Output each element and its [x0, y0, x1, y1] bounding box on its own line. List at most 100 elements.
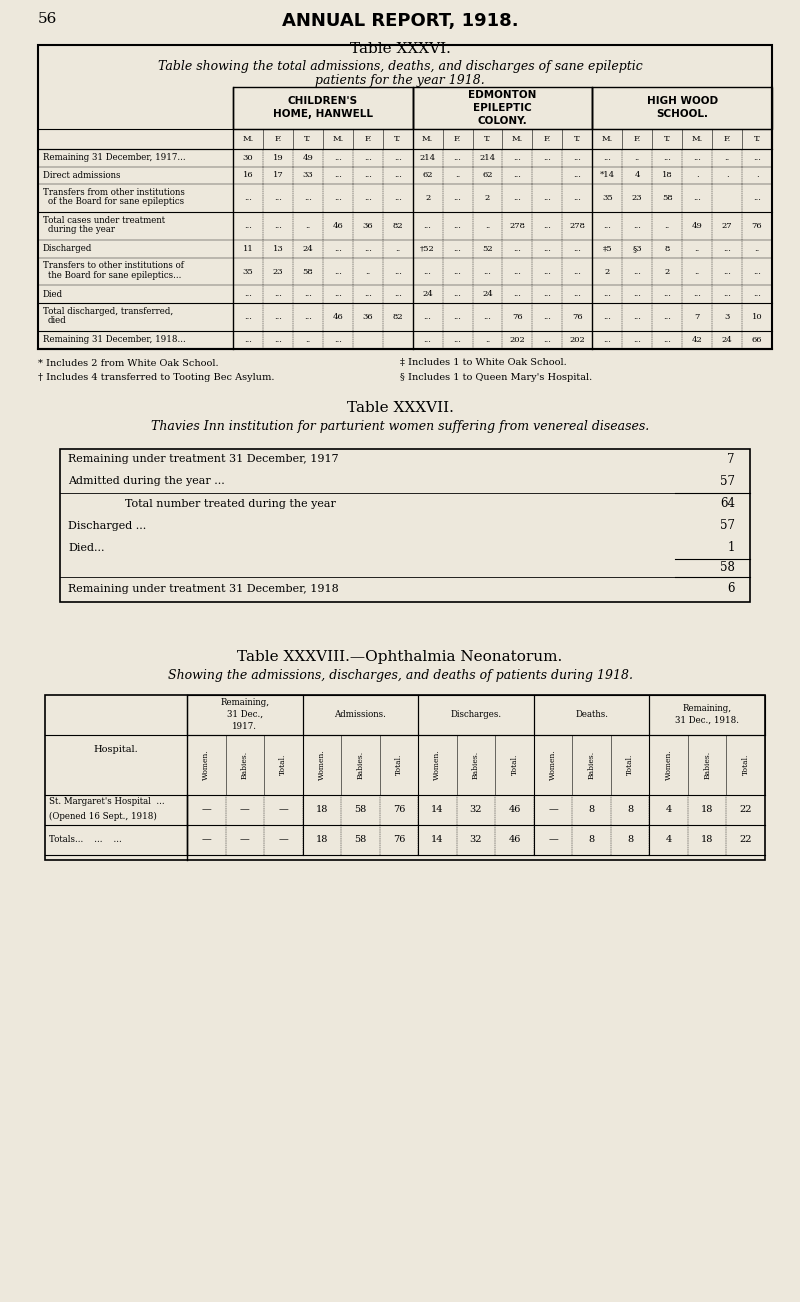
- Text: Total cases under treatment: Total cases under treatment: [43, 216, 165, 225]
- Text: Table XXXVI.: Table XXXVI.: [350, 42, 450, 56]
- Text: ...: ...: [334, 267, 342, 276]
- Text: 8: 8: [665, 245, 670, 253]
- Text: 76: 76: [512, 312, 522, 322]
- Text: ...: ...: [543, 290, 551, 298]
- Text: 18: 18: [316, 805, 328, 814]
- Text: ...: ...: [394, 267, 402, 276]
- Text: ...: ...: [424, 336, 431, 344]
- Text: ..: ..: [365, 267, 370, 276]
- Text: ...: ...: [424, 223, 431, 230]
- Text: 8: 8: [589, 835, 594, 844]
- Text: ...: ...: [454, 223, 462, 230]
- Text: 33: 33: [302, 172, 314, 180]
- Text: ...: ...: [634, 223, 641, 230]
- Text: ...: ...: [514, 154, 522, 161]
- Text: M.: M.: [512, 135, 523, 143]
- Text: died: died: [48, 316, 66, 326]
- Text: ...: ...: [244, 336, 252, 344]
- Text: Babies.: Babies.: [703, 750, 711, 779]
- Text: during the year: during the year: [48, 225, 115, 234]
- Text: ...: ...: [364, 290, 372, 298]
- Text: Direct admissions: Direct admissions: [43, 171, 121, 180]
- Text: M.: M.: [242, 135, 254, 143]
- Bar: [592, 87, 772, 129]
- Text: Total.: Total.: [742, 754, 750, 775]
- Text: 66: 66: [752, 336, 762, 344]
- Text: 16: 16: [242, 172, 254, 180]
- Text: St. Margaret's Hospital  ...: St. Margaret's Hospital ...: [49, 798, 165, 806]
- Text: Total.: Total.: [626, 754, 634, 775]
- Text: ..: ..: [725, 154, 730, 161]
- Text: ...: ...: [603, 290, 611, 298]
- Text: CHILDREN'S: CHILDREN'S: [288, 96, 358, 107]
- Text: ..: ..: [455, 172, 460, 180]
- Text: Showing the admissions, discharges, and deaths of patients during 1918.: Showing the admissions, discharges, and …: [167, 669, 633, 682]
- Text: Thavies Inn institution for parturient women suffering from venereal diseases.: Thavies Inn institution for parturient w…: [151, 421, 649, 434]
- Bar: [302, 694, 418, 734]
- Text: ...: ...: [454, 267, 462, 276]
- Text: Babies.: Babies.: [587, 750, 595, 779]
- Text: 27: 27: [722, 223, 732, 230]
- Text: Remaining under treatment 31 December, 1917: Remaining under treatment 31 December, 1…: [68, 454, 338, 465]
- Text: ..: ..: [485, 223, 490, 230]
- Text: 35: 35: [602, 194, 613, 202]
- Text: Women.: Women.: [549, 749, 557, 780]
- Text: Discharges.: Discharges.: [450, 710, 502, 719]
- Text: ...: ...: [543, 312, 551, 322]
- Text: ...: ...: [543, 223, 551, 230]
- Text: ...: ...: [574, 154, 582, 161]
- Text: 11: 11: [242, 245, 254, 253]
- Text: 49: 49: [692, 223, 702, 230]
- Text: 4: 4: [666, 835, 672, 844]
- Text: ...: ...: [454, 245, 462, 253]
- Text: ‡5: ‡5: [602, 245, 612, 253]
- Text: 76: 76: [393, 805, 405, 814]
- Text: Discharged: Discharged: [43, 245, 92, 254]
- Text: Babies.: Babies.: [472, 750, 480, 779]
- Text: ...: ...: [304, 290, 312, 298]
- Text: ..: ..: [694, 245, 700, 253]
- Text: 8: 8: [627, 835, 633, 844]
- Text: 4: 4: [634, 172, 640, 180]
- Text: 18: 18: [662, 172, 673, 180]
- Text: M.: M.: [422, 135, 434, 143]
- Text: ...: ...: [753, 290, 761, 298]
- Text: HIGH WOOD: HIGH WOOD: [646, 96, 718, 107]
- Text: ...: ...: [274, 336, 282, 344]
- Text: ...: ...: [514, 267, 522, 276]
- Text: 76: 76: [572, 312, 582, 322]
- Text: ...: ...: [634, 336, 641, 344]
- Text: ..: ..: [485, 336, 490, 344]
- Text: —: —: [202, 835, 211, 844]
- Text: 82: 82: [392, 223, 403, 230]
- Text: ...: ...: [394, 154, 402, 161]
- Text: 8: 8: [589, 805, 594, 814]
- Text: SCHOOL.: SCHOOL.: [656, 109, 708, 120]
- Text: ANNUAL REPORT, 1918.: ANNUAL REPORT, 1918.: [282, 12, 518, 30]
- Text: ...: ...: [334, 290, 342, 298]
- Text: 4: 4: [666, 805, 672, 814]
- Text: 31 Dec., 1918.: 31 Dec., 1918.: [675, 716, 739, 725]
- Text: 8: 8: [627, 805, 633, 814]
- Bar: [418, 694, 534, 734]
- Text: of the Board for sane epileptics: of the Board for sane epileptics: [48, 198, 184, 207]
- Text: 17: 17: [273, 172, 283, 180]
- Text: ...: ...: [543, 267, 551, 276]
- Text: .: .: [756, 172, 758, 180]
- Text: 58: 58: [354, 805, 366, 814]
- Text: F.: F.: [723, 135, 730, 143]
- Text: 52: 52: [482, 245, 493, 253]
- Text: 24: 24: [482, 290, 493, 298]
- Text: 62: 62: [482, 172, 493, 180]
- Text: ...: ...: [634, 312, 641, 322]
- Text: ...: ...: [244, 223, 252, 230]
- Text: 32: 32: [470, 805, 482, 814]
- Text: ...: ...: [603, 223, 611, 230]
- Bar: [650, 694, 765, 734]
- Text: ...: ...: [454, 154, 462, 161]
- Bar: [413, 87, 592, 129]
- Text: ...: ...: [394, 194, 402, 202]
- Text: ...: ...: [364, 172, 372, 180]
- Text: ...: ...: [603, 312, 611, 322]
- Text: ...: ...: [723, 245, 731, 253]
